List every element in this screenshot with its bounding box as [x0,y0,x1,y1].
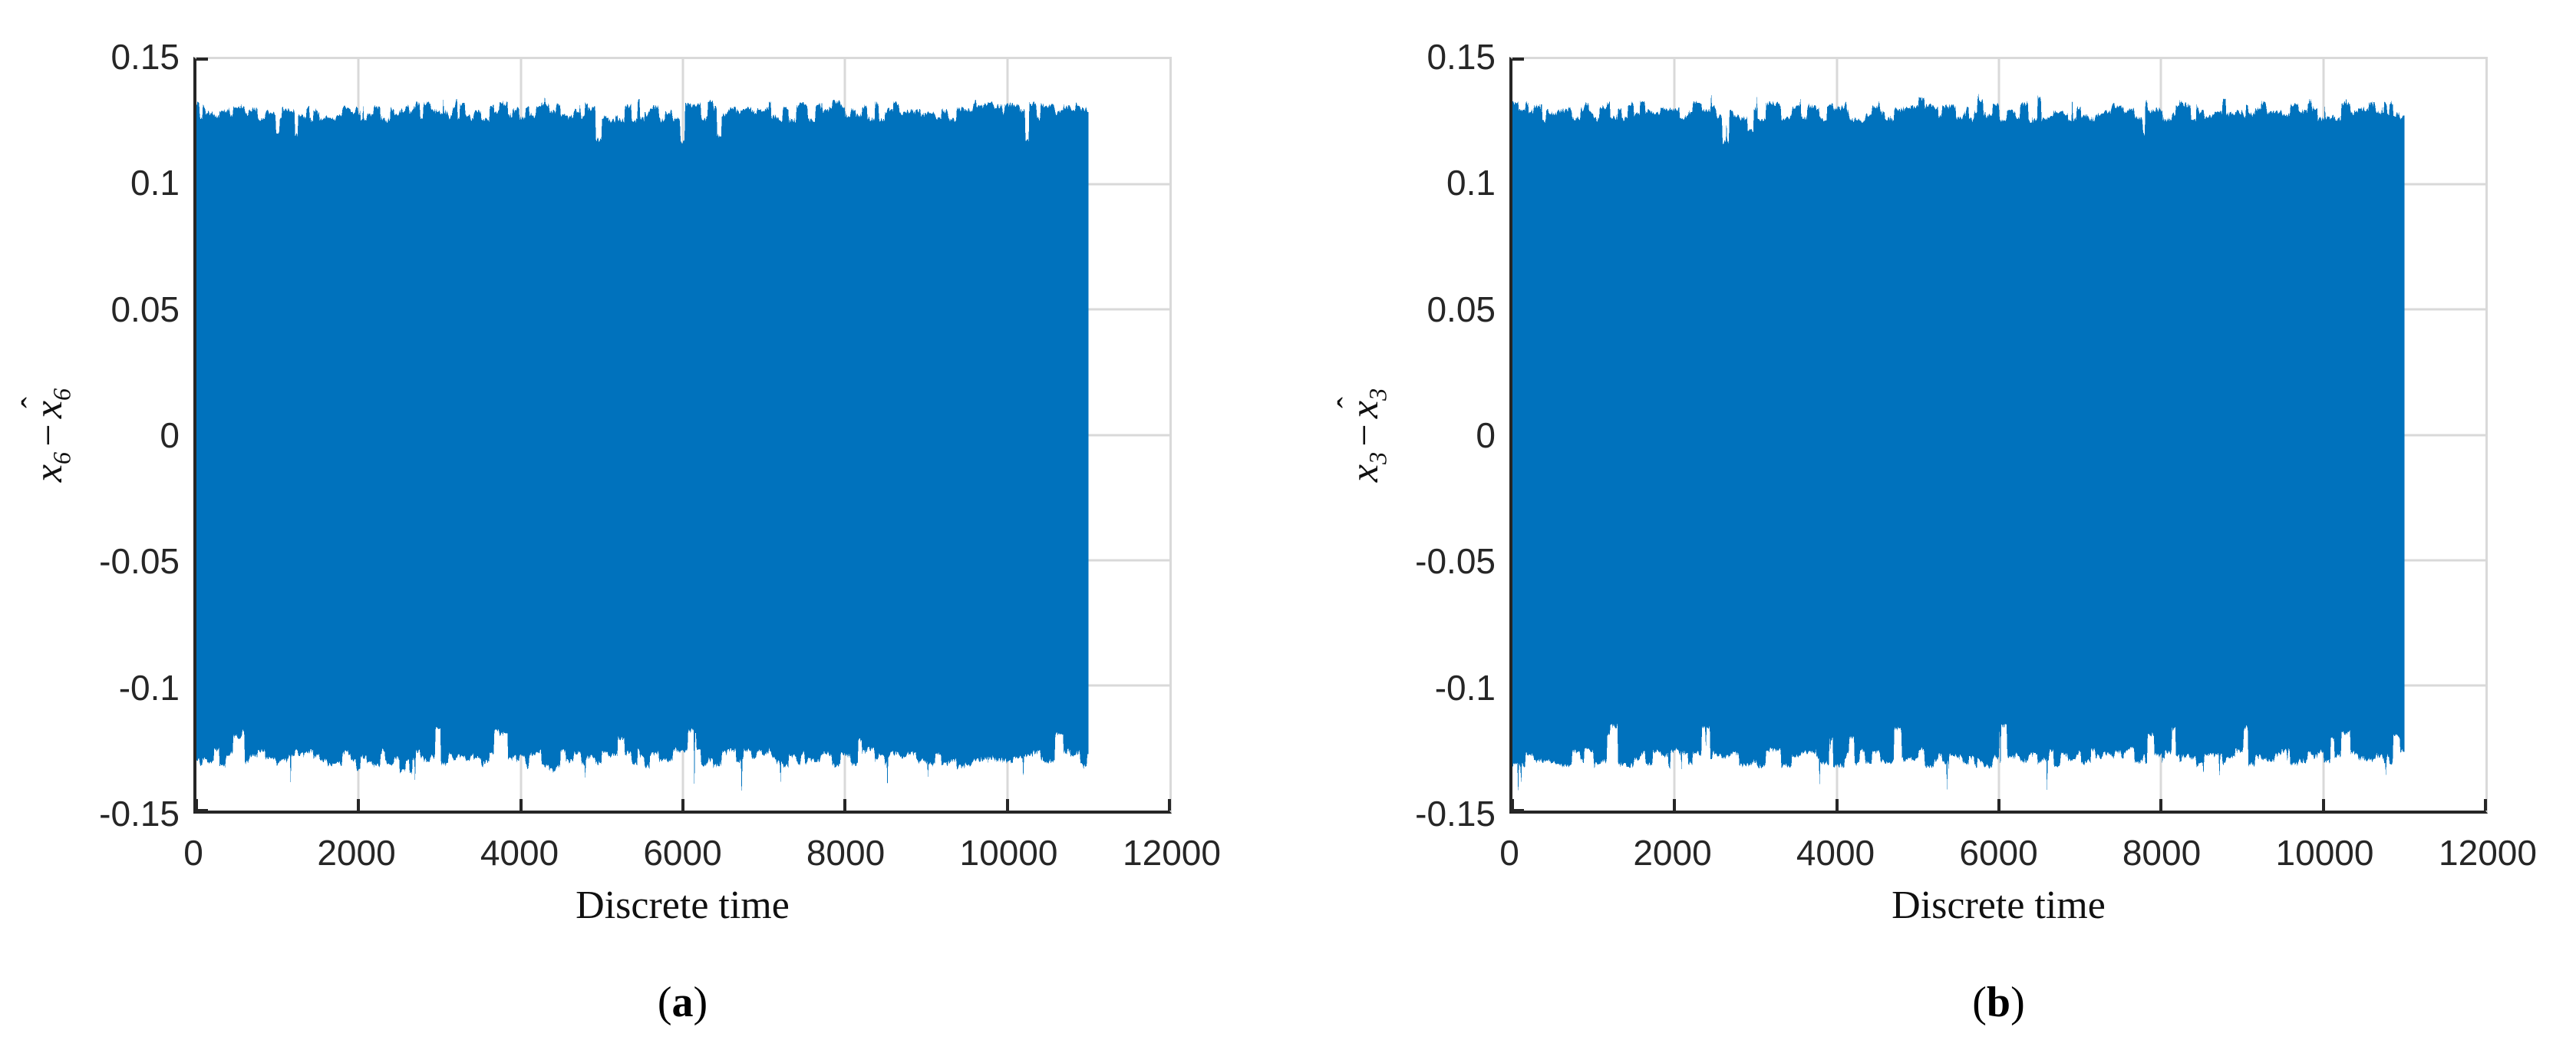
y-axis-tick-label: 0.15 [1427,37,1496,77]
x-tick-mark [1005,799,1009,811]
caption-paren-open: ( [657,979,672,1026]
x-axis-tick-label: 10000 [2275,833,2374,873]
y-tick-mark [196,809,208,812]
caption-paren-close: ) [693,979,708,1026]
ylabel-base-subscript: 3 [1364,451,1392,465]
noise-signal-band [196,96,1089,797]
y-tick-mark [1512,58,1524,61]
caption-paren-close: ) [2010,979,2025,1026]
x-axis-tick-label: 8000 [2122,833,2202,873]
x-tick-mark [1673,799,1677,811]
x-axis-tick-label: 2000 [317,833,396,873]
y-axis-tick-label: 0.05 [1427,289,1496,329]
noise-signal-band [1512,92,2405,797]
x-tick-mark [1997,799,2000,811]
panel-caption-b: (b) [1972,981,2024,1024]
y-axis-label: x3−x ˆ 3 [1331,388,1391,483]
y-axis-tick-label: -0.1 [118,667,180,708]
y-axis-tick-label: -0.15 [99,794,180,834]
x-axis-tick-label: 4000 [1796,833,1875,873]
x-axis-tick-label: 2000 [1633,833,1712,873]
x-tick-mark [195,799,198,811]
y-axis-tick-label: 0.05 [110,289,180,329]
x-axis-tick-label: 8000 [806,833,886,873]
x-tick-mark [2484,799,2487,811]
panel-caption-a: (a) [658,981,707,1024]
x-tick-mark [1835,799,1839,811]
error-signal-plot-b [1512,92,2405,797]
y-axis-tick-label: 0.15 [110,37,180,77]
x-axis-tick-label: 6000 [643,833,722,873]
x-tick-mark [357,799,361,811]
y-axis-label: x6−x ˆ 6 [15,388,75,483]
x-axis-tick-label: 0 [183,833,203,873]
caption-paren-open: ( [1972,979,1987,1026]
x-axis-label: Discrete time [576,883,790,927]
x-tick-mark [519,799,523,811]
error-signal-plot-a [196,96,1089,797]
y-tick-mark [196,58,208,61]
x-axis-label: Discrete time [1892,883,2106,927]
ylabel-base: x [1343,464,1387,483]
x-tick-mark [1511,799,1514,811]
x-tick-mark [1168,799,1171,811]
x-tick-mark [2159,799,2163,811]
y-axis-tick-label: 0.1 [1446,163,1496,203]
ylabel-minus-operator: − [1343,424,1387,447]
x-axis-tick-label: 10000 [959,833,1058,873]
y-axis-tick-label: -0.05 [99,541,180,582]
x-axis-tick-label: 0 [1499,833,1519,873]
x-tick-mark [2321,799,2325,811]
plot-panel-b: 0.15 0.1 0.05 0 -0.05 -0.1 -0.15 0 2000 … [1331,39,2537,1024]
ylabel-base: x [27,464,71,483]
y-axis-tick-label: 0 [160,415,180,455]
x-tick-mark [843,799,847,811]
caption-letter: a [671,979,694,1026]
y-axis-tick-label: 0.1 [130,163,180,203]
y-tick-mark [1512,809,1524,812]
x-axis-tick-label: 12000 [2439,833,2537,873]
x-axis-tick-label: 12000 [1123,833,1221,873]
x-tick-mark [681,799,684,811]
y-axis-tick-label: 0 [1476,415,1496,455]
hat-accent-icon: ˆ [1331,397,1369,408]
y-axis-tick-label: -0.1 [1434,667,1496,708]
caption-letter: b [1986,979,2011,1026]
x-axis-tick-label: 4000 [480,833,559,873]
plot-area [1509,57,2488,814]
plot-area [193,57,1172,814]
y-axis-tick-label: -0.15 [1415,794,1496,834]
hat-accent-icon: ˆ [15,397,53,408]
x-axis-tick-label: 6000 [1959,833,2038,873]
y-axis-tick-label: -0.05 [1415,541,1496,582]
ylabel-minus-operator: − [27,424,71,447]
ylabel-base-subscript: 6 [48,451,76,465]
plot-panel-a: 0.15 0.1 0.05 0 -0.05 -0.1 -0.15 0 2000 … [15,39,1221,1024]
